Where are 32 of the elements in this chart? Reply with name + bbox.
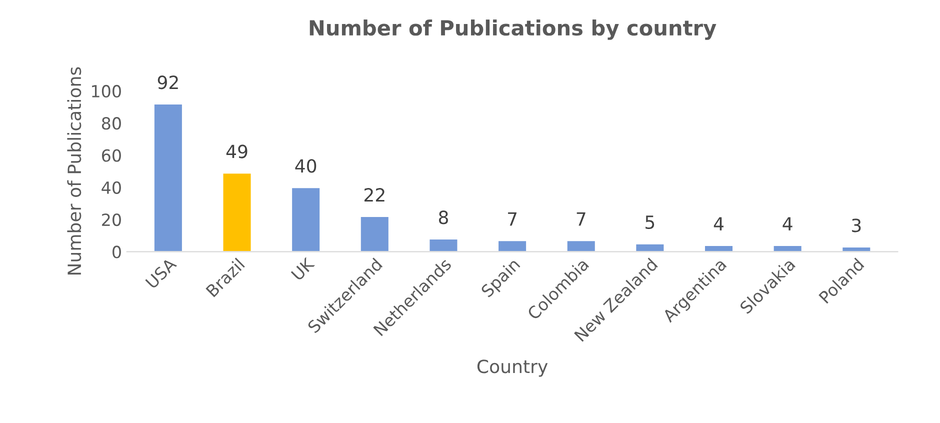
bar: [360, 216, 390, 252]
chart-title: Number of Publications by country: [310, 20, 716, 40]
data-label: 49: [226, 144, 248, 158]
bar: [428, 238, 459, 252]
data-label: 40: [295, 159, 316, 173]
y-axis-title: Number of Publications: [67, 67, 82, 274]
data-label: 5: [646, 216, 654, 230]
bar: [153, 103, 184, 252]
data-label: 4: [782, 217, 792, 230]
data-label: 4: [714, 217, 724, 230]
y-tick-label: 100: [92, 84, 121, 98]
y-tick-label: 20: [102, 214, 121, 226]
data-label: 3: [852, 218, 861, 232]
bar: [841, 246, 872, 252]
y-tick-label: 80: [102, 117, 121, 130]
x-axis-title: Country: [477, 360, 548, 377]
data-label: 8: [438, 210, 448, 224]
y-tick-label: 40: [102, 181, 121, 194]
data-label: 92: [158, 76, 178, 90]
y-tick-label: 60: [102, 149, 121, 162]
data-label: 22: [364, 188, 384, 202]
bar: [566, 240, 596, 252]
bar: [704, 244, 734, 252]
bar: [772, 244, 803, 252]
y-tick-label: 0: [112, 246, 121, 258]
x-tick-label: USA: [145, 256, 178, 290]
data-label: 7: [508, 212, 516, 226]
bar: [634, 242, 666, 252]
bar: [222, 172, 252, 252]
bar: [290, 186, 321, 252]
bar: [497, 240, 528, 252]
data-label: 7: [576, 212, 586, 226]
